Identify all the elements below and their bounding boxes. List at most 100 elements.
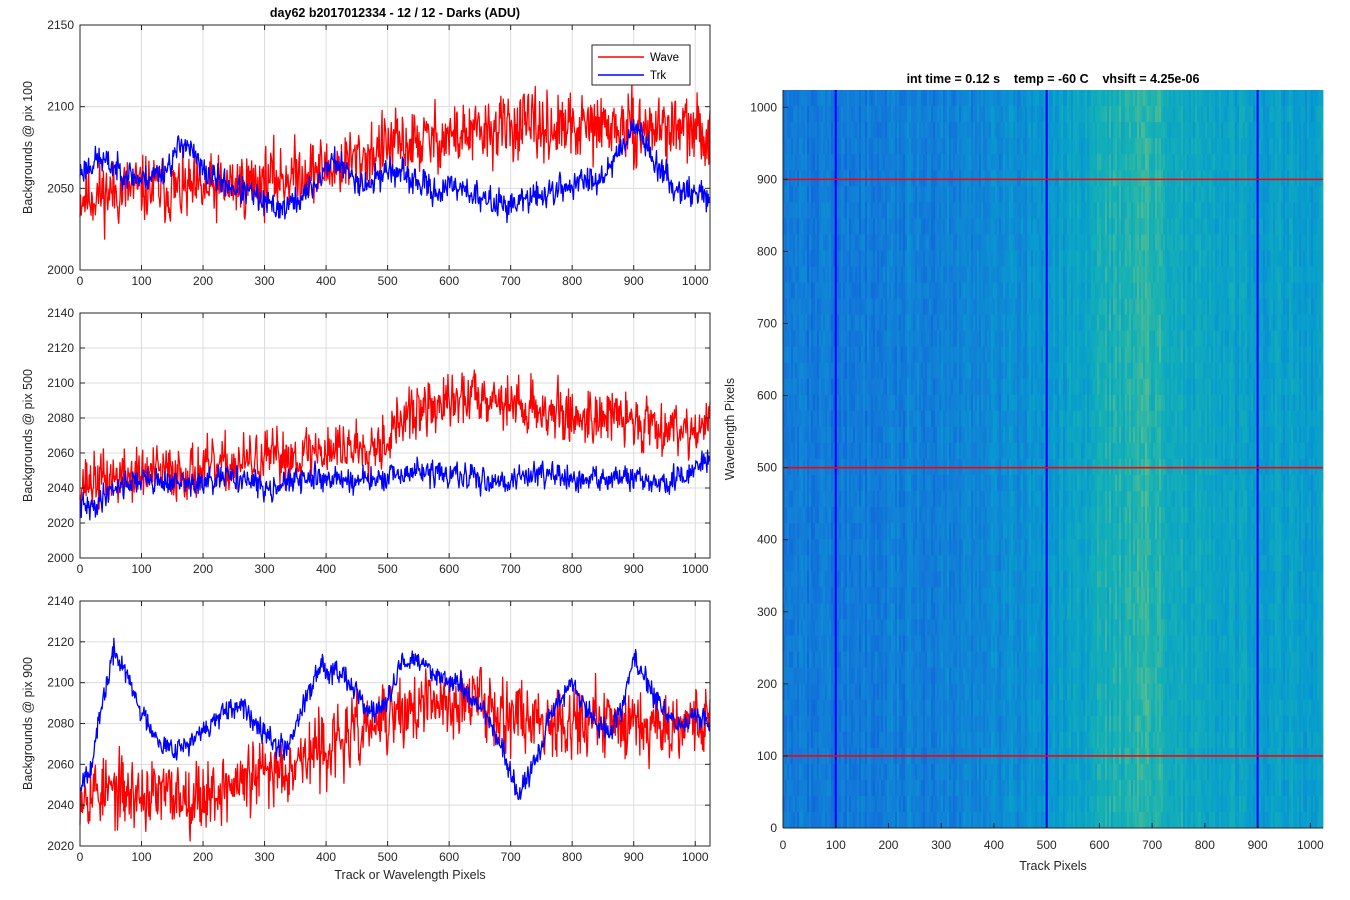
heatmap-cell [847, 555, 850, 572]
heatmap-cell [899, 491, 902, 508]
heatmap-cell [867, 202, 870, 219]
heatmap-cell [971, 122, 974, 139]
heatmap-cell [785, 442, 788, 460]
heatmap-cell [807, 651, 810, 668]
heatmap-cell [795, 426, 798, 444]
heatmap-cell [853, 154, 856, 171]
heatmap-cell [955, 667, 958, 685]
heatmap-cell [819, 154, 822, 171]
heatmap-cell [895, 330, 898, 348]
heatmap-cell [873, 122, 876, 139]
heatmap-cell [793, 314, 796, 332]
heatmap-cell [869, 250, 872, 267]
heatmap-cell [793, 763, 796, 781]
heatmap-cell [897, 282, 900, 299]
heatmap-cell [873, 378, 876, 396]
heatmap-cell [881, 378, 884, 396]
heatmap-cell [937, 635, 940, 652]
heatmap-cell [907, 571, 910, 588]
heatmap-cell [819, 779, 822, 797]
heatmap-cell [821, 523, 824, 540]
heatmap-cell [921, 138, 924, 155]
heatmap-cell [825, 539, 828, 556]
heatmap-cell [935, 394, 938, 412]
heatmap-cell [901, 763, 904, 781]
heatmap-cell [889, 523, 892, 540]
heatmap-cell [961, 442, 964, 460]
heatmap-cell [901, 651, 904, 668]
heatmap-cell [855, 587, 858, 604]
heatmap-cell [831, 394, 834, 412]
heatmap-cell [931, 442, 934, 460]
heatmap-cell [897, 442, 900, 460]
heatmap-cell [833, 715, 836, 733]
heatmap-cell [847, 795, 850, 813]
heatmap-cell [961, 619, 964, 636]
heatmap-cell [951, 362, 954, 380]
heatmap-cell [945, 106, 948, 123]
legend-label-wave: Wave [650, 52, 679, 64]
heatmap-cell [827, 507, 830, 524]
heatmap-cell [901, 314, 904, 332]
heatmap-cell [893, 699, 896, 717]
heatmap-cell [911, 667, 914, 685]
heatmap-cell [889, 90, 892, 107]
heatmap-cell [967, 106, 970, 123]
heatmap-cell [787, 234, 790, 251]
heatmap-cell [809, 699, 812, 717]
heatmap-cell [935, 811, 938, 829]
heatmap-cell [855, 170, 858, 187]
heatmap-cell [841, 138, 844, 155]
heatmap-cell [785, 507, 788, 524]
heatmap-cell [923, 763, 926, 781]
heatmap-cell [947, 779, 950, 797]
heatmap-cell [877, 555, 880, 572]
heatmap-cell [907, 683, 910, 701]
heatmap-cell [819, 346, 822, 364]
heatmap-cell [883, 475, 886, 492]
heatmap-cell [915, 330, 918, 348]
heatmap-cell [861, 603, 864, 620]
heatmap-cell [921, 779, 924, 797]
heatmap-cell [945, 378, 948, 396]
heatmap-cell [831, 683, 834, 701]
heatmap-cell [889, 795, 892, 813]
heatmap-cell [941, 523, 944, 540]
heatmap-cell [893, 282, 896, 299]
heatmap-cell [959, 346, 962, 364]
heatmap-cell [837, 266, 840, 283]
heatmap-cell [913, 651, 916, 668]
heatmap-cell [873, 138, 876, 155]
heatmap-cell [841, 811, 844, 829]
heatmap-cell [917, 138, 920, 155]
heatmap-cell [865, 619, 868, 636]
heatmap-cell [943, 651, 946, 668]
heatmap-cell [821, 763, 824, 781]
heatmap-cell [911, 683, 914, 701]
heatmap-cell [801, 298, 804, 316]
heatmap-cell [929, 90, 932, 107]
heatmap-cell [925, 523, 928, 540]
heatmap-cell [843, 683, 846, 701]
heatmap-cell [823, 90, 826, 107]
heatmap-cell [811, 234, 814, 251]
heatmap-cell [809, 763, 812, 781]
heatmap-cell [805, 362, 808, 380]
heatmap-cell [909, 410, 912, 428]
heatmap-cell [797, 218, 800, 235]
heatmap-cell [845, 651, 848, 668]
heatmap-cell [959, 202, 962, 219]
heatmap-cell [909, 234, 912, 251]
heatmap-cell [885, 763, 888, 781]
heatmap-cell [795, 651, 798, 668]
heatmap-cell [823, 266, 826, 283]
heatmap-cell [893, 571, 896, 588]
heatmap-cell [947, 795, 950, 813]
heatmap-cell [887, 282, 890, 299]
heatmap-cell [817, 539, 820, 556]
heatmap-cell [911, 491, 914, 508]
heatmap-cell [917, 426, 920, 444]
heatmap-cell [961, 298, 964, 316]
heatmap-cell [951, 651, 954, 668]
heatmap-cell [895, 811, 898, 829]
